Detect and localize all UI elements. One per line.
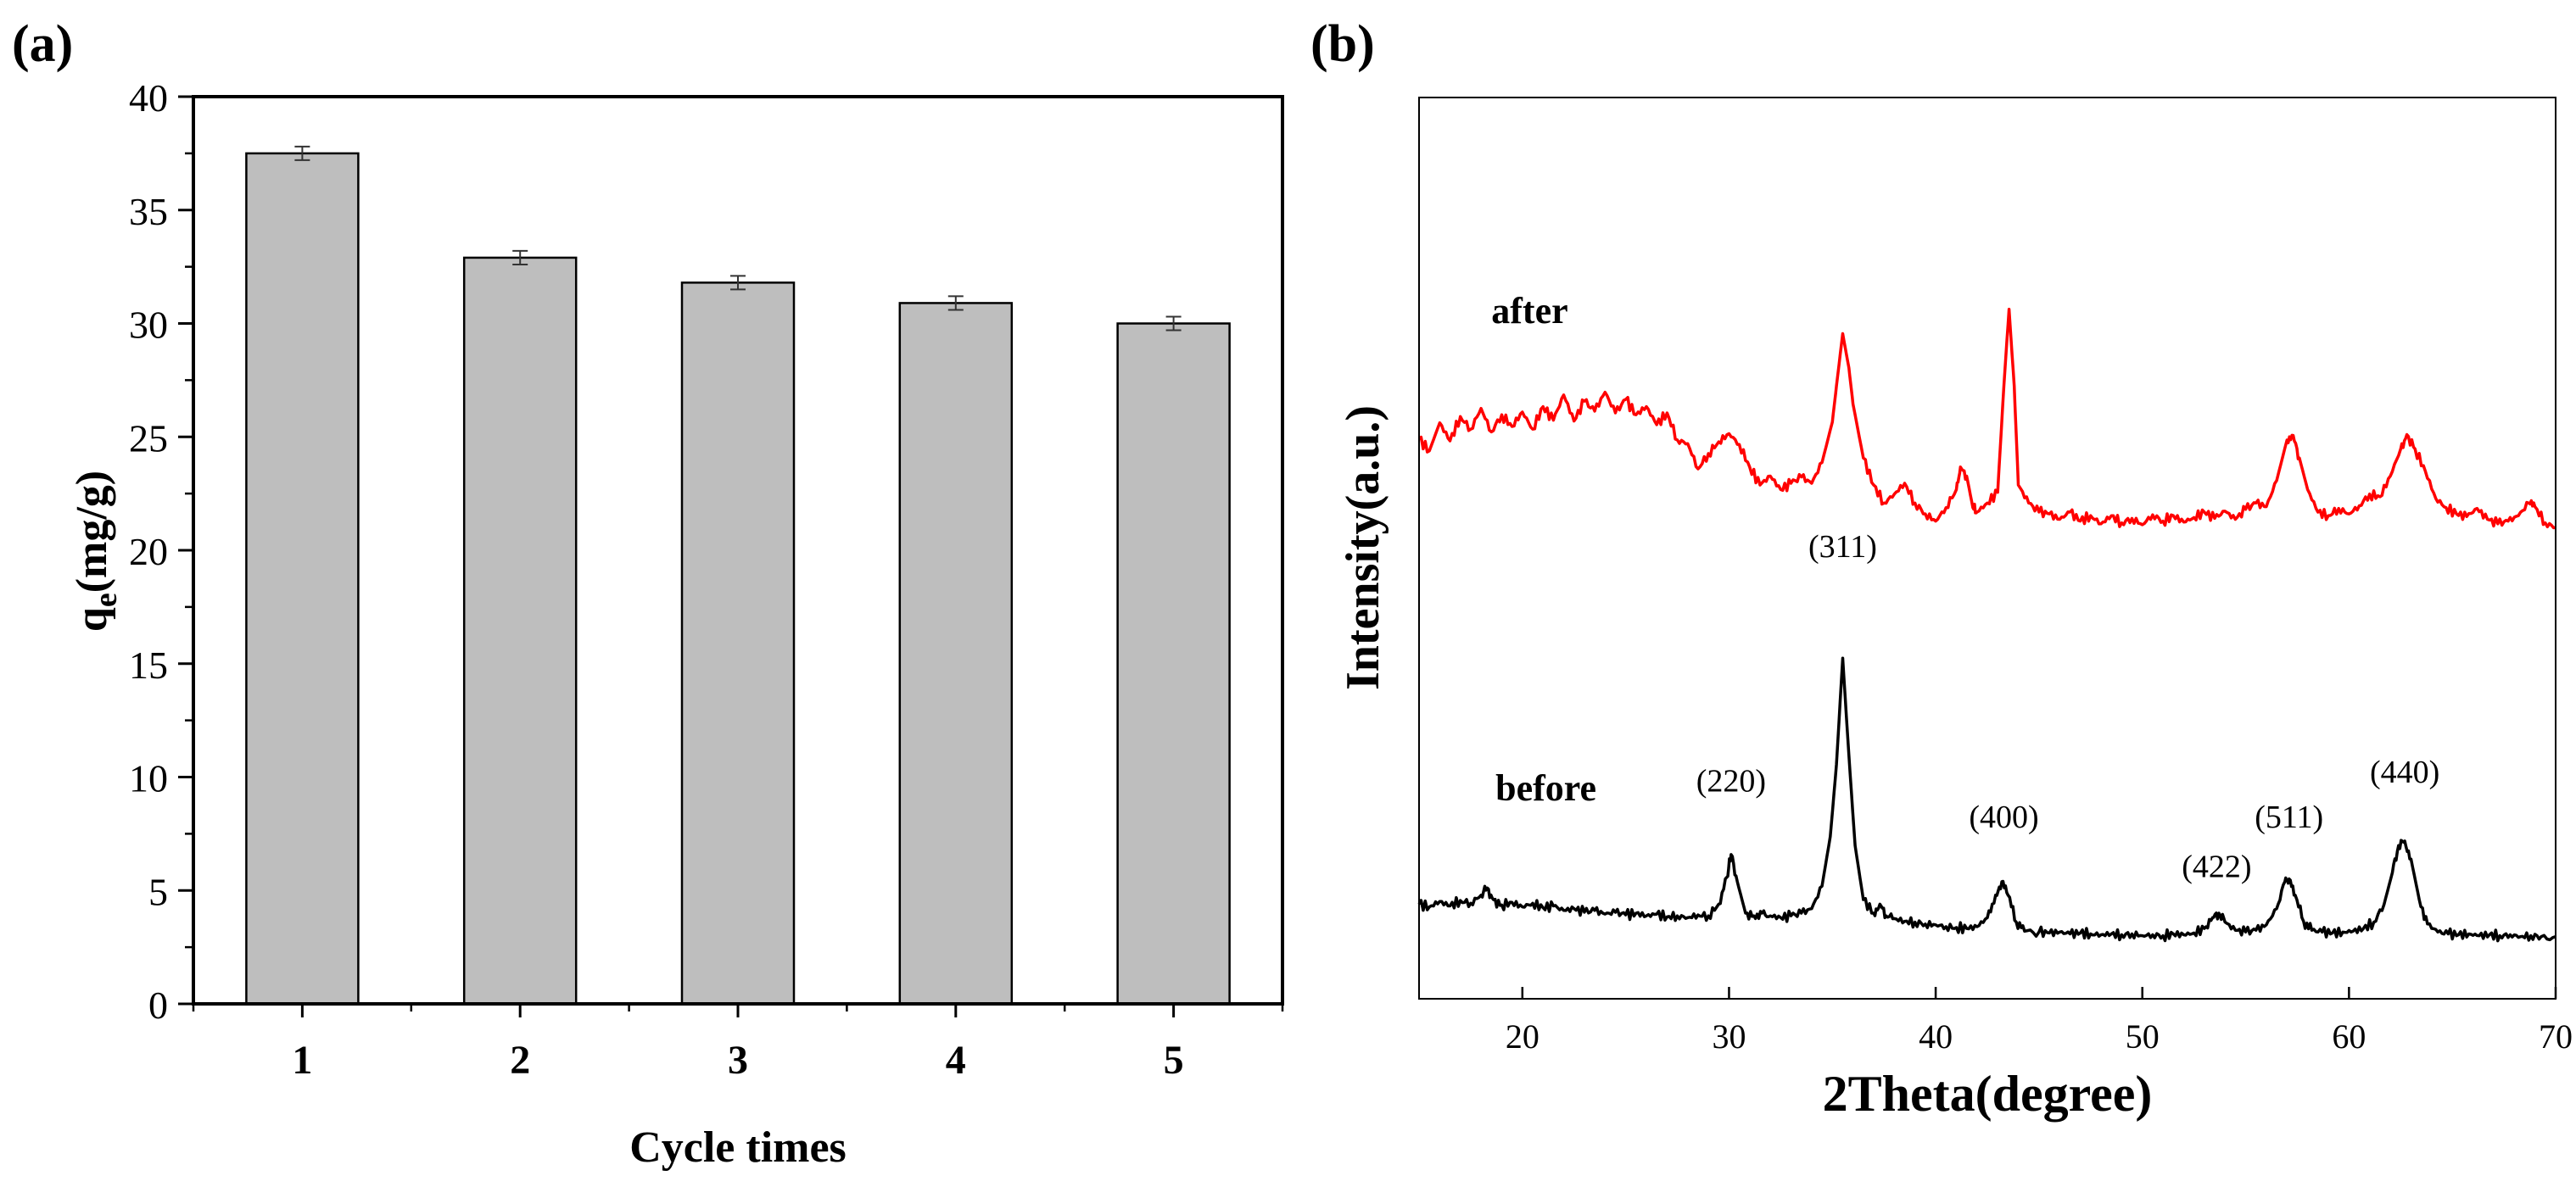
plot-frame-b (1418, 97, 2556, 1000)
x-tick-label: 3 (728, 1038, 748, 1083)
peak-label: (511) (2255, 800, 2323, 835)
bar (898, 302, 1014, 1006)
series-after (1417, 308, 2556, 530)
x-tick-label: 20 (1506, 1017, 1539, 1056)
x-tick-label: 2 (510, 1038, 530, 1083)
panel-a-label: (a) (12, 15, 73, 73)
y-tick-label: 15 (129, 644, 168, 687)
y-tick-label: 35 (129, 190, 168, 233)
series-label: before (1495, 767, 1596, 809)
x-tick-label: 40 (1919, 1017, 1953, 1056)
y-tick-label: 5 (148, 870, 168, 913)
peak-label: (400) (1969, 800, 2038, 835)
bar (680, 281, 796, 1006)
x-axis-b: 20 30 40 50 60 70 (1506, 987, 2573, 1056)
y-tick-label: 10 (129, 757, 168, 800)
y-axis-label-b: Intensity(a.u.) (1337, 405, 1389, 690)
y-axis-label-rest: (mg/g) (68, 471, 116, 593)
y-tick-label: 40 (129, 76, 168, 120)
y-axis-label-sub: e (88, 593, 124, 607)
series-before (1417, 656, 2556, 943)
x-tick-label: 5 (1164, 1038, 1184, 1083)
peak-annotations: after before (220) (311) (400) (422)(511) (440… (1491, 290, 2439, 885)
peak-label: (220) (1696, 764, 1766, 800)
series-label: after (1491, 290, 1567, 332)
y-tick-label: 25 (129, 416, 168, 460)
line-chart-b: after before (220) (311) (400) (422)(511) (440… (1337, 97, 2573, 1122)
bar (1116, 322, 1231, 1006)
peak-label: (422) (2182, 849, 2251, 884)
xrd-series (1417, 308, 2556, 943)
error-bars (294, 145, 1182, 332)
y-axis-a: 0 5 10 15 20 25 30 35 40 (129, 76, 193, 1027)
x-tick-label: 4 (946, 1038, 966, 1083)
x-axis-label-b: 2Theta(degree) (1823, 1066, 2153, 1122)
x-axis-label-a: Cycle times (629, 1123, 847, 1172)
peak-label: (311) (1808, 529, 1877, 565)
bar (462, 256, 578, 1006)
y-tick-label: 20 (129, 530, 168, 573)
bar (245, 152, 360, 1006)
panel-b-label: (b) (1310, 15, 1375, 73)
y-axis-label-a: qe(mg/g) (68, 471, 124, 632)
y-axis-label-main: q (68, 607, 116, 632)
y-tick-label: 0 (148, 984, 168, 1027)
x-axis-a: 1 2 3 4 5 (192, 1004, 1284, 1083)
x-tick-label: 50 (2126, 1017, 2160, 1056)
y-tick-label: 30 (129, 304, 168, 347)
x-tick-label: 60 (2332, 1017, 2366, 1056)
x-tick-label: 30 (1712, 1017, 1746, 1056)
x-tick-label: 70 (2539, 1017, 2573, 1056)
bar-chart-a: 0 5 10 15 20 25 30 35 40 1 2 3 4 5 Cycle times qe(mg… (68, 76, 1284, 1172)
peak-label: (440) (2370, 755, 2439, 790)
x-tick-label: 1 (292, 1038, 312, 1083)
